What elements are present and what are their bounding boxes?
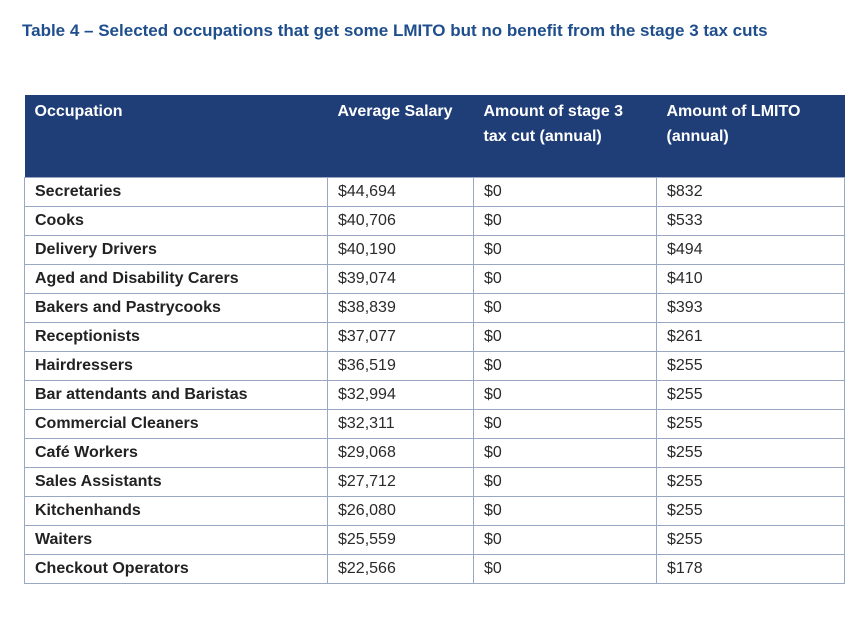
header-row: Occupation Average Salary Amount of stag…: [24, 95, 845, 177]
occupation-cell: Commercial Cleaners: [24, 408, 328, 439]
tax-cut-cell: $0: [473, 263, 657, 294]
occupation-cell: Aged and Disability Carers: [24, 263, 328, 294]
salary-cell: $36,519: [327, 350, 474, 381]
occupations-table: Occupation Average Salary Amount of stag…: [24, 95, 845, 584]
lmito-cell: $494: [656, 234, 845, 265]
occupation-cell: Bakers and Pastrycooks: [24, 292, 328, 323]
occupation-cell: Sales Assistants: [24, 466, 328, 497]
table-row: Checkout Operators $22,566 $0 $178: [24, 553, 845, 584]
tax-cut-cell: $0: [473, 524, 657, 555]
salary-cell: $44,694: [327, 176, 474, 207]
tax-cut-cell: $0: [473, 408, 657, 439]
salary-cell: $22,566: [327, 553, 474, 584]
table-row: Cooks $40,706 $0 $533: [24, 205, 845, 236]
tax-cut-cell: $0: [473, 495, 657, 526]
salary-cell: $29,068: [327, 437, 474, 468]
occupation-cell: Checkout Operators: [24, 553, 328, 584]
table-title: Table 4 – Selected occupations that get …: [22, 21, 768, 40]
lmito-cell: $832: [656, 176, 845, 207]
table-row: Café Workers $29,068 $0 $255: [24, 437, 845, 468]
lmito-cell: $255: [656, 408, 845, 439]
occupation-cell: Café Workers: [24, 437, 328, 468]
header-average-salary: Average Salary: [327, 95, 474, 177]
table-row: Bar attendants and Baristas $32,994 $0 $…: [24, 379, 845, 410]
salary-cell: $40,190: [327, 234, 474, 265]
occupation-cell: Waiters: [24, 524, 328, 555]
lmito-cell: $261: [656, 321, 845, 352]
salary-cell: $40,706: [327, 205, 474, 236]
occupation-cell: Bar attendants and Baristas: [24, 379, 328, 410]
salary-cell: $32,994: [327, 379, 474, 410]
header-stage3-tax-cut: Amount of stage 3 tax cut (annual): [473, 95, 657, 177]
salary-cell: $32,311: [327, 408, 474, 439]
table-row: Aged and Disability Carers $39,074 $0 $4…: [24, 263, 845, 294]
table-row: Bakers and Pastrycooks $38,839 $0 $393: [24, 292, 845, 323]
salary-cell: $37,077: [327, 321, 474, 352]
tax-cut-cell: $0: [473, 234, 657, 265]
salary-cell: $39,074: [327, 263, 474, 294]
tax-cut-cell: $0: [473, 466, 657, 497]
tax-cut-cell: $0: [473, 292, 657, 323]
table-row: Commercial Cleaners $32,311 $0 $255: [24, 408, 845, 439]
table-row: Hairdressers $36,519 $0 $255: [24, 350, 845, 381]
occupation-cell: Hairdressers: [24, 350, 328, 381]
occupation-cell: Kitchenhands: [24, 495, 328, 526]
table-row: Receptionists $37,077 $0 $261: [24, 321, 845, 352]
tax-cut-cell: $0: [473, 321, 657, 352]
table-row: Secretaries $44,694 $0 $832: [24, 176, 845, 207]
table-row: Kitchenhands $26,080 $0 $255: [24, 495, 845, 526]
lmito-cell: $255: [656, 466, 845, 497]
salary-cell: $26,080: [327, 495, 474, 526]
salary-cell: $38,839: [327, 292, 474, 323]
table-row: Waiters $25,559 $0 $255: [24, 524, 845, 555]
tax-cut-cell: $0: [473, 437, 657, 468]
tax-cut-cell: $0: [473, 379, 657, 410]
salary-cell: $27,712: [327, 466, 474, 497]
tax-cut-cell: $0: [473, 350, 657, 381]
occupation-cell: Cooks: [24, 205, 328, 236]
header-occupation: Occupation: [24, 95, 328, 177]
tax-cut-cell: $0: [473, 553, 657, 584]
lmito-cell: $255: [656, 524, 845, 555]
table-row: Sales Assistants $27,712 $0 $255: [24, 466, 845, 497]
occupation-cell: Receptionists: [24, 321, 328, 352]
lmito-cell: $410: [656, 263, 845, 294]
lmito-cell: $255: [656, 495, 845, 526]
lmito-cell: $533: [656, 205, 845, 236]
lmito-cell: $255: [656, 350, 845, 381]
tax-cut-cell: $0: [473, 176, 657, 207]
tax-cut-cell: $0: [473, 205, 657, 236]
lmito-cell: $255: [656, 379, 845, 410]
lmito-cell: $255: [656, 437, 845, 468]
lmito-cell: $393: [656, 292, 845, 323]
header-lmito: Amount of LMITO (annual): [656, 95, 845, 177]
occupation-cell: Delivery Drivers: [24, 234, 328, 265]
occupation-cell: Secretaries: [24, 176, 328, 207]
table-row: Delivery Drivers $40,190 $0 $494: [24, 234, 845, 265]
lmito-cell: $178: [656, 553, 845, 584]
salary-cell: $25,559: [327, 524, 474, 555]
